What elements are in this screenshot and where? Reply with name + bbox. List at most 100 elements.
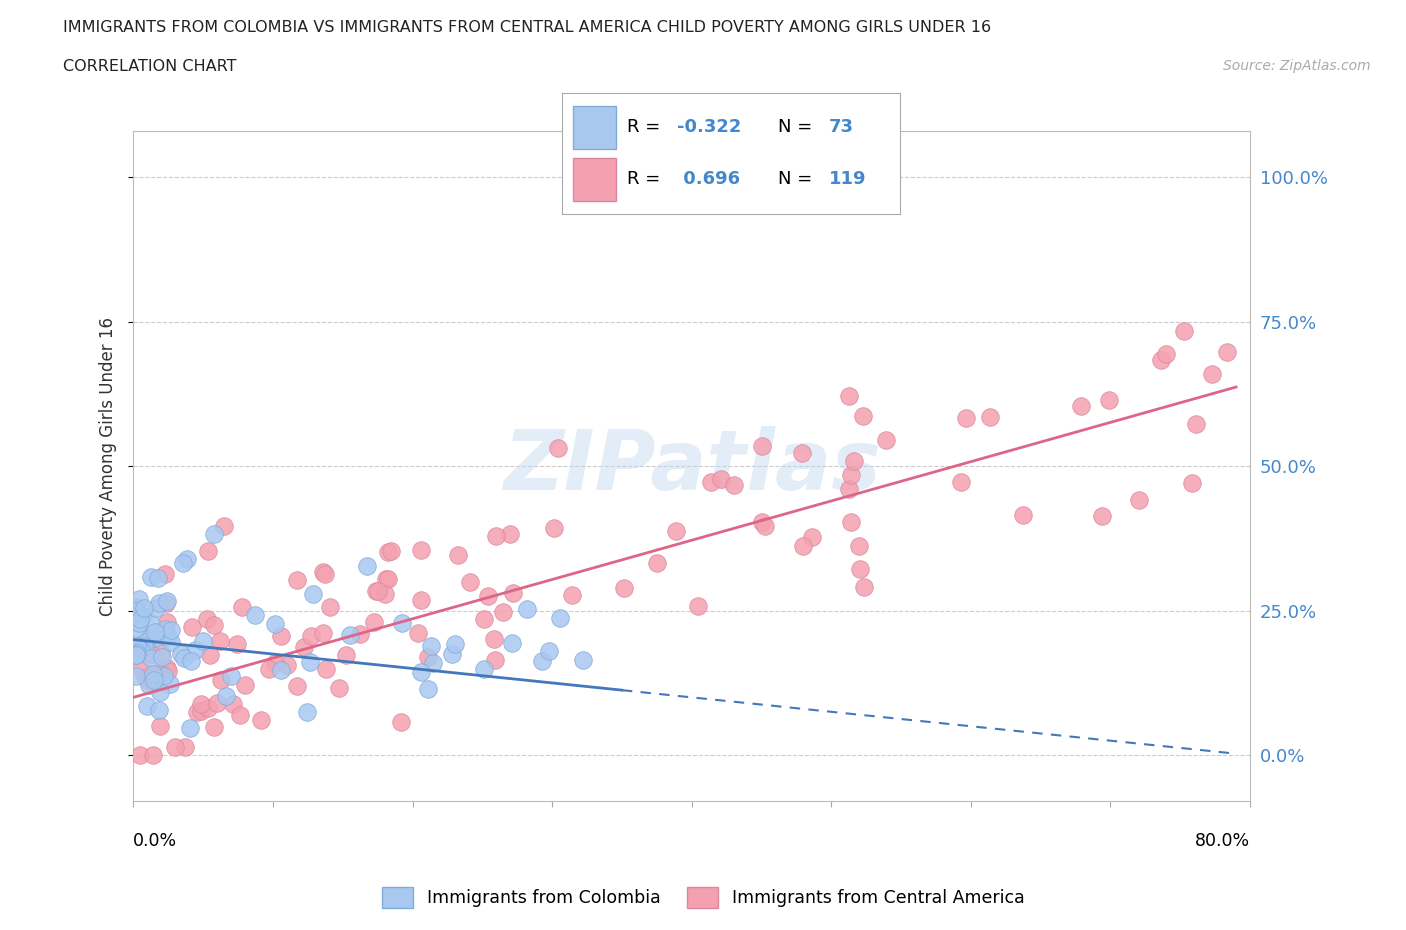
Point xyxy=(356,559,378,574)
Point xyxy=(146,673,169,688)
Point xyxy=(134,638,156,653)
Text: IMMIGRANTS FROM COLOMBIA VS IMMIGRANTS FROM CENTRAL AMERICA CHILD POVERTY AMONG : IMMIGRANTS FROM COLOMBIA VS IMMIGRANTS F… xyxy=(63,20,991,35)
Point xyxy=(125,668,148,683)
Point xyxy=(375,572,398,587)
Point xyxy=(844,453,866,468)
Point xyxy=(792,538,814,553)
Point xyxy=(700,474,723,489)
Point xyxy=(148,702,170,717)
Point xyxy=(143,672,166,687)
Point xyxy=(315,661,337,676)
Point xyxy=(145,601,167,616)
Point xyxy=(131,642,153,657)
Point xyxy=(1201,366,1223,381)
Point xyxy=(312,565,335,579)
Point xyxy=(190,703,212,718)
Point xyxy=(202,720,225,735)
Point xyxy=(547,441,569,456)
Point xyxy=(502,586,524,601)
Point xyxy=(723,478,745,493)
Point xyxy=(134,634,156,649)
Point xyxy=(339,628,361,643)
Point xyxy=(149,684,172,699)
Point xyxy=(205,696,228,711)
Point xyxy=(197,701,219,716)
Point xyxy=(139,650,162,665)
Point xyxy=(202,618,225,632)
Point xyxy=(157,629,180,644)
Point xyxy=(170,647,193,662)
Point xyxy=(1173,324,1195,339)
Point xyxy=(180,653,202,668)
Point xyxy=(146,570,169,585)
Point xyxy=(801,529,824,544)
Point xyxy=(751,515,773,530)
Point xyxy=(125,648,148,663)
Point xyxy=(176,551,198,566)
Point xyxy=(955,411,977,426)
Point xyxy=(391,616,413,631)
Point xyxy=(389,714,412,729)
Point xyxy=(422,656,444,671)
Point xyxy=(1156,347,1178,362)
Point xyxy=(148,595,170,610)
Point xyxy=(136,632,159,647)
Point xyxy=(195,612,218,627)
Point xyxy=(125,647,148,662)
Point xyxy=(129,643,152,658)
FancyBboxPatch shape xyxy=(572,106,616,149)
Point xyxy=(979,409,1001,424)
Point xyxy=(225,636,247,651)
Point xyxy=(501,635,523,650)
Point xyxy=(380,543,402,558)
Point xyxy=(270,629,292,644)
Point xyxy=(129,659,152,674)
Point xyxy=(257,661,280,676)
Point xyxy=(477,589,499,604)
Point xyxy=(142,668,165,683)
Point xyxy=(301,587,323,602)
Point xyxy=(129,641,152,656)
Point xyxy=(138,673,160,688)
Point xyxy=(285,573,308,588)
Point xyxy=(377,545,399,560)
Point xyxy=(516,602,538,617)
Point xyxy=(613,580,636,595)
Point xyxy=(179,721,201,736)
Point xyxy=(710,472,733,486)
Point xyxy=(270,662,292,677)
Point xyxy=(1185,417,1208,432)
Point xyxy=(751,438,773,453)
Point xyxy=(132,608,155,623)
Point xyxy=(364,584,387,599)
Point xyxy=(276,658,298,672)
Point xyxy=(314,567,336,582)
Point xyxy=(222,697,245,711)
Point xyxy=(233,677,256,692)
Text: -0.322: -0.322 xyxy=(678,118,741,137)
Point xyxy=(197,543,219,558)
Point xyxy=(249,712,271,727)
Point xyxy=(1181,475,1204,490)
Point xyxy=(492,604,515,619)
Point xyxy=(849,562,872,577)
Text: R =: R = xyxy=(627,170,665,189)
Point xyxy=(212,518,235,533)
Text: 0.696: 0.696 xyxy=(678,170,740,189)
Point xyxy=(153,669,176,684)
Point xyxy=(186,704,208,719)
Point xyxy=(408,626,430,641)
Point xyxy=(538,644,561,658)
Point xyxy=(485,528,508,543)
Point xyxy=(190,697,212,711)
Point xyxy=(1012,508,1035,523)
Point xyxy=(141,569,163,584)
Point xyxy=(143,631,166,645)
Point xyxy=(160,634,183,649)
Point xyxy=(1091,509,1114,524)
Point xyxy=(792,445,814,460)
Point xyxy=(165,739,187,754)
Point xyxy=(416,682,439,697)
FancyBboxPatch shape xyxy=(572,158,616,201)
Point xyxy=(287,679,309,694)
